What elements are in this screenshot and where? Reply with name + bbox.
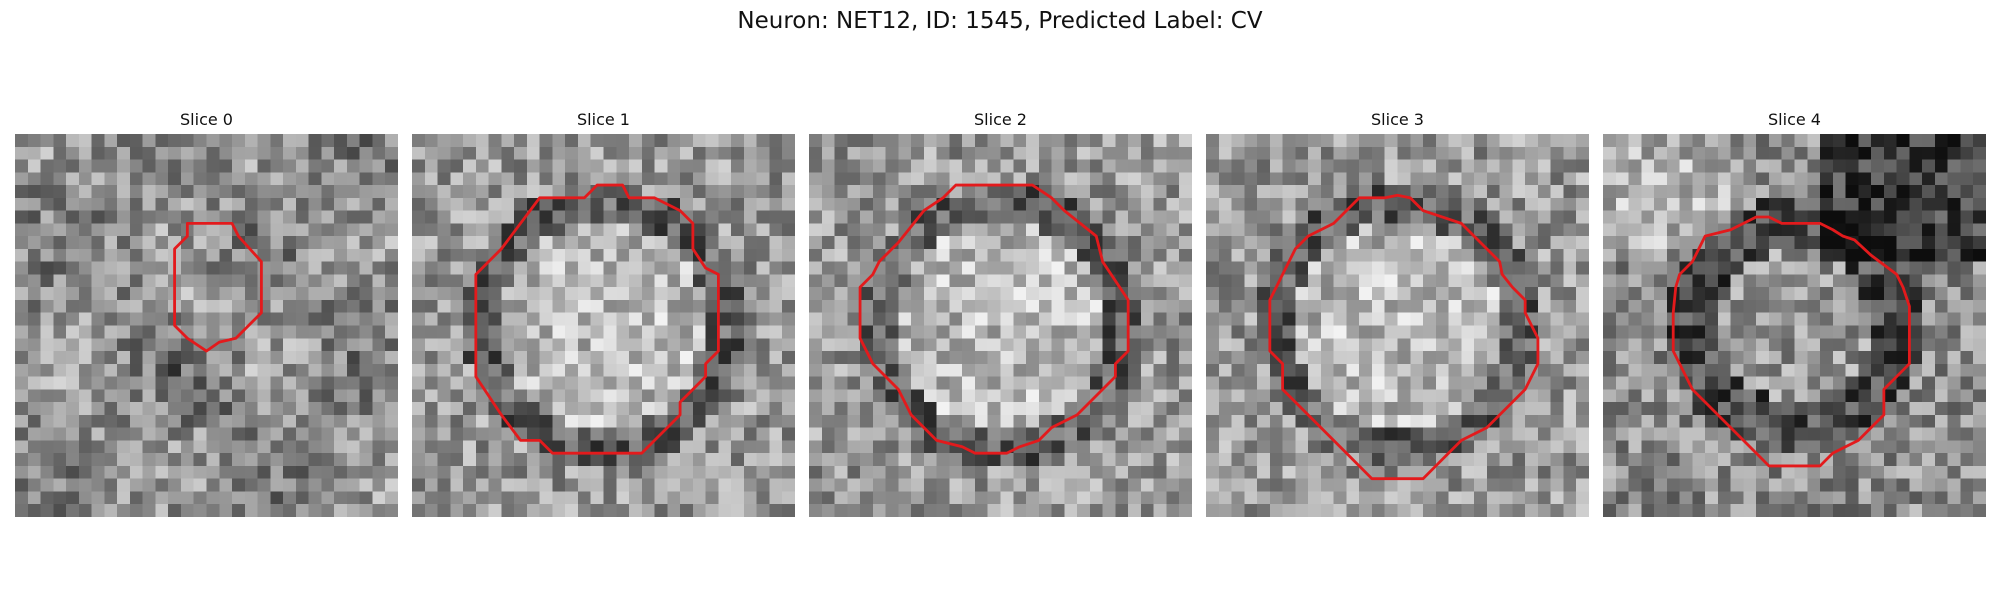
slice-panel-0: Slice 0 [15, 110, 398, 517]
slice-panel-4: Slice 4 [1603, 110, 1986, 517]
slice-image [412, 134, 795, 517]
segmentation-contour [474, 183, 720, 455]
slice-title: Slice 1 [577, 110, 630, 129]
slice-image [1603, 134, 1986, 517]
slice-title: Slice 2 [974, 110, 1027, 129]
slice-image [1206, 134, 1589, 517]
figure-title: Neuron: NET12, ID: 1545, Predicted Label… [737, 8, 1263, 34]
segmentation-contour [173, 221, 263, 353]
slice-image [15, 134, 398, 517]
slice-panel-1: Slice 1 [412, 110, 795, 517]
slice-title: Slice 0 [180, 110, 233, 129]
segmentation-contour [858, 183, 1130, 455]
segmentation-contour [1671, 215, 1911, 468]
slice-title: Slice 4 [1768, 110, 1821, 129]
slice-panel-3: Slice 3 [1206, 110, 1589, 517]
slice-image [809, 134, 1192, 517]
segmentation-contour [1268, 193, 1540, 481]
slice-panel-2: Slice 2 [809, 110, 1192, 517]
slice-title: Slice 3 [1371, 110, 1424, 129]
